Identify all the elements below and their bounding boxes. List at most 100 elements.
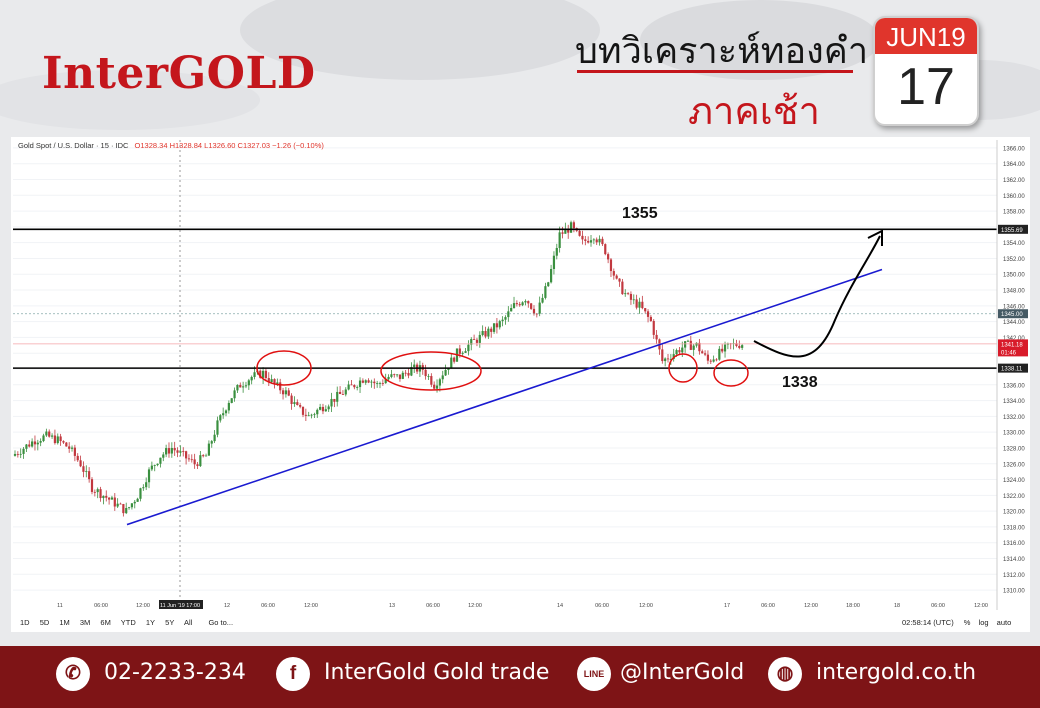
candle-body xyxy=(358,380,362,388)
candle-body xyxy=(604,244,607,255)
page-title: บทวิเคราะห์ทองคำ xyxy=(575,31,869,72)
candle-body xyxy=(424,369,427,377)
candle-body xyxy=(193,459,196,465)
candle-body xyxy=(133,501,136,504)
price-tag-label: 1355.69 xyxy=(1001,228,1023,234)
y-tick-label: 1360.00 xyxy=(1003,194,1025,200)
candle-body xyxy=(213,434,216,442)
candle-body xyxy=(490,328,493,332)
candle-body xyxy=(242,386,245,388)
candle-body xyxy=(319,406,322,410)
website[interactable]: intergold.co.th xyxy=(816,660,977,685)
candle-body xyxy=(598,238,601,243)
percent-toggle[interactable]: % xyxy=(963,618,971,627)
range-1d[interactable]: 1D xyxy=(20,618,30,627)
candle-body xyxy=(675,350,678,355)
range-1m[interactable]: 1M xyxy=(59,618,70,627)
candle-body xyxy=(327,406,330,410)
candle-body xyxy=(450,357,453,369)
highlight-circle xyxy=(380,351,482,391)
candle-body xyxy=(498,321,501,328)
x-tick-label: 06:00 xyxy=(761,603,775,609)
y-tick-label: 1314.00 xyxy=(1003,557,1025,563)
candle-body xyxy=(430,376,433,385)
candle-body xyxy=(199,455,202,467)
candle-body xyxy=(367,380,370,383)
candle-body xyxy=(530,303,533,309)
candle-body xyxy=(661,349,664,362)
annotation-1338: 1338 xyxy=(782,374,818,391)
candle-body xyxy=(222,413,225,416)
candle-body xyxy=(179,451,182,453)
contact-footer: ✆ 02-2233-234 f InterGold Gold trade LIN… xyxy=(0,646,1040,708)
y-tick-label: 1362.00 xyxy=(1003,178,1025,184)
candle-body xyxy=(549,268,553,283)
candle-body xyxy=(284,390,287,395)
range-6m[interactable]: 6M xyxy=(100,618,111,627)
candle-body xyxy=(635,299,638,308)
range-5d[interactable]: 5D xyxy=(39,618,50,627)
x-tick-label: 06:00 xyxy=(426,603,440,609)
candle-body xyxy=(99,489,102,499)
auto-toggle[interactable]: auto xyxy=(996,618,1012,627)
candle-body xyxy=(19,453,22,455)
candle-body xyxy=(709,360,712,362)
candle-body xyxy=(541,297,544,303)
range-5y[interactable]: 5Y xyxy=(165,618,175,627)
candle-body xyxy=(393,374,396,376)
price-tag-bg xyxy=(998,224,1028,234)
chart-settings-bar: 02:58:14 (UTC) % log auto xyxy=(902,618,1011,627)
candle-body xyxy=(236,384,239,391)
candle-body xyxy=(167,448,171,454)
candle-body xyxy=(378,383,382,384)
log-toggle[interactable]: log xyxy=(978,618,989,627)
candle-body xyxy=(641,301,644,309)
candle-body xyxy=(224,410,228,414)
candle-body xyxy=(153,465,156,466)
y-tick-label: 1334.00 xyxy=(1003,399,1025,405)
candle-body xyxy=(76,455,79,461)
price-tag-bg xyxy=(998,347,1028,357)
y-tick-label: 1318.00 xyxy=(1003,525,1025,531)
candle-body xyxy=(162,454,165,458)
candle-body xyxy=(321,406,325,412)
candle-body xyxy=(624,293,627,295)
facebook-page[interactable]: InterGold Gold trade xyxy=(324,660,550,685)
candle-body xyxy=(649,316,652,321)
calendar-month: JUN19 xyxy=(875,18,977,54)
candle-body xyxy=(370,381,373,383)
chart-symbol-header: Gold Spot / U.S. Dollar · 15 · IDC O1328… xyxy=(18,141,324,150)
x-tick-label: 17 xyxy=(724,603,730,609)
candle-body xyxy=(270,379,273,383)
candle-body xyxy=(22,448,25,454)
candle-body xyxy=(79,460,82,467)
title-underline xyxy=(577,70,853,73)
candle-body xyxy=(592,239,595,241)
globe-icon: ◍ xyxy=(768,657,802,691)
candle-body xyxy=(53,435,57,444)
range-3m[interactable]: 3M xyxy=(79,618,91,627)
candle-body xyxy=(219,415,222,421)
candle-body xyxy=(304,414,307,416)
candle-body xyxy=(646,311,650,317)
highlight-circle xyxy=(256,350,312,386)
line-id[interactable]: @InterGold xyxy=(620,660,745,685)
candle-body xyxy=(31,441,34,447)
candle-body xyxy=(159,457,162,464)
candle-body xyxy=(376,383,379,384)
candle-body xyxy=(125,508,128,514)
candle-body xyxy=(495,323,499,328)
candle-body xyxy=(13,453,17,456)
candle-body xyxy=(59,436,62,442)
phone-number[interactable]: 02-2233-234 xyxy=(104,660,246,685)
range-all[interactable]: All xyxy=(184,618,193,627)
candle-body xyxy=(293,402,296,404)
range-ytd[interactable]: YTD xyxy=(120,618,136,627)
range-1y[interactable]: 1Y xyxy=(145,618,156,627)
candle-body xyxy=(96,489,99,493)
candle-body xyxy=(276,382,279,384)
symbol-label[interactable]: Gold Spot / U.S. Dollar · 15 · IDC xyxy=(18,141,129,150)
goto-button[interactable]: Go to... xyxy=(208,618,234,627)
ohlc-readout: O1328.34 H1328.84 L1326.60 C1327.03 −1.2… xyxy=(134,141,324,150)
